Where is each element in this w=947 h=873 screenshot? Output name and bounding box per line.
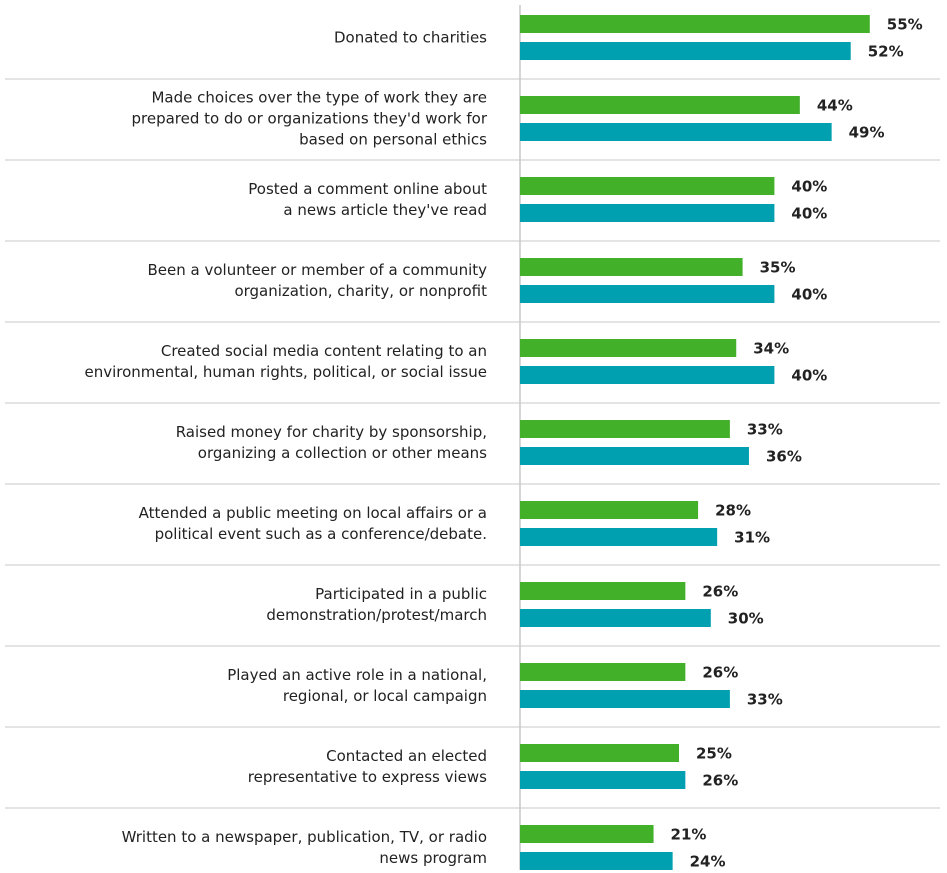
category-label: Made choices over the type of work they …	[151, 89, 487, 107]
bar	[520, 852, 673, 870]
bar	[520, 771, 686, 789]
category-label: Raised money for charity by sponsorship,	[176, 423, 487, 441]
category-label: Donated to charities	[334, 29, 487, 47]
value-label: 40%	[791, 178, 827, 196]
category-label: organizing a collection or other means	[198, 444, 487, 462]
value-label: 49%	[849, 124, 885, 142]
category-label: news program	[379, 849, 487, 867]
bar	[520, 366, 775, 384]
category-label: Created social media content relating to…	[161, 342, 487, 360]
value-label: 40%	[791, 286, 827, 304]
category-label: regional, or local campaign	[283, 687, 487, 705]
value-label: 36%	[766, 448, 802, 466]
bar	[520, 15, 870, 33]
bar	[520, 663, 686, 681]
value-label: 33%	[747, 691, 783, 709]
bar	[520, 339, 737, 357]
value-label: 26%	[702, 583, 738, 601]
category-label: Played an active role in a national,	[227, 666, 487, 684]
category-label: Participated in a public	[315, 585, 487, 603]
category-label: based on personal ethics	[299, 131, 487, 149]
value-label: 35%	[760, 259, 796, 277]
bar	[520, 258, 743, 276]
category-label: Contacted an elected	[326, 747, 487, 765]
bar	[520, 420, 730, 438]
value-label: 40%	[791, 205, 827, 223]
bar	[520, 582, 686, 600]
bar	[520, 96, 800, 114]
bar	[520, 825, 654, 843]
category-label: prepared to do or organizations they'd w…	[131, 110, 487, 128]
value-label: 40%	[791, 367, 827, 385]
bar	[520, 42, 851, 60]
value-label: 34%	[753, 340, 789, 358]
value-label: 55%	[887, 16, 923, 34]
category-label: Written to a newspaper, publication, TV,…	[122, 828, 487, 846]
value-label: 31%	[734, 529, 770, 547]
category-label: demonstration/protest/march	[266, 606, 487, 624]
bar	[520, 528, 718, 546]
bar	[520, 501, 699, 519]
value-label: 44%	[817, 97, 853, 115]
category-label: environmental, human rights, political, …	[84, 363, 487, 381]
value-label: 28%	[715, 502, 751, 520]
bar	[520, 177, 775, 195]
category-label: political event such as a conference/deb…	[155, 525, 487, 543]
value-label: 24%	[690, 853, 726, 871]
bar	[520, 609, 711, 627]
bar	[520, 447, 749, 465]
value-label: 33%	[747, 421, 783, 439]
bar	[520, 204, 775, 222]
category-label: a news article they've read	[283, 201, 487, 219]
bar	[520, 744, 679, 762]
value-label: 25%	[696, 745, 732, 763]
category-label: Attended a public meeting on local affai…	[139, 504, 487, 522]
bar	[520, 285, 775, 303]
category-label: Been a volunteer or member of a communit…	[147, 261, 487, 279]
value-label: 21%	[671, 826, 707, 844]
bar	[520, 690, 730, 708]
value-label: 30%	[728, 610, 764, 628]
value-label: 26%	[702, 664, 738, 682]
category-label: Posted a comment online about	[248, 180, 487, 198]
category-label: organization, charity, or nonprofit	[234, 282, 487, 300]
value-label: 26%	[702, 772, 738, 790]
value-label: 52%	[868, 43, 904, 61]
category-label: representative to express views	[248, 768, 487, 786]
bar	[520, 123, 832, 141]
